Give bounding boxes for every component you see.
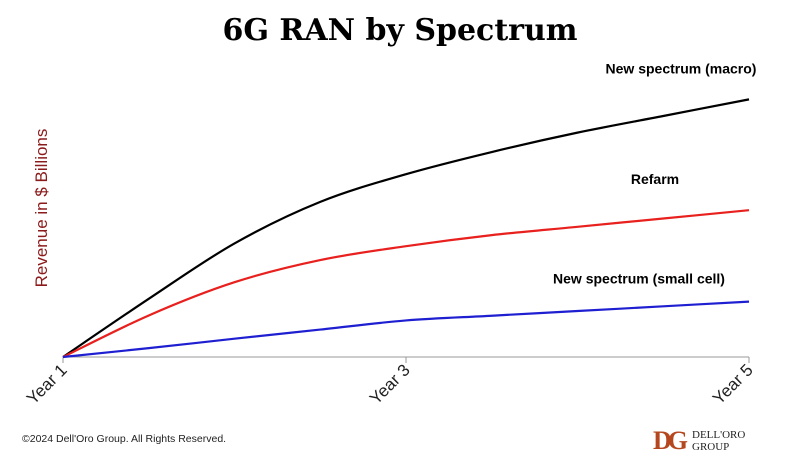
chart-title: 6G RAN by Spectrum bbox=[222, 13, 577, 48]
series-label: New spectrum (macro) bbox=[606, 60, 757, 76]
x-tick-label: Year 3 bbox=[366, 360, 414, 408]
x-tick-label: Year 1 bbox=[23, 360, 71, 408]
series-line bbox=[62, 300, 750, 359]
y-axis-label: Revenue in $ Billions bbox=[32, 129, 51, 288]
series-line bbox=[62, 98, 750, 358]
copyright-text: ©2024 Dell'Oro Group. All Rights Reserve… bbox=[22, 433, 227, 445]
logo-wordmark: DELL'ORO GROUP bbox=[692, 429, 745, 453]
logo-line-2: GROUP bbox=[692, 441, 730, 453]
logo-line-1: DELL'ORO bbox=[692, 429, 746, 441]
series-lines bbox=[62, 98, 750, 359]
series-line bbox=[62, 209, 750, 358]
x-axis-ticks: Year 1 Year 3 Year 5 bbox=[23, 357, 757, 408]
dell-oro-logo: DG DELL'ORO GROUP bbox=[653, 426, 745, 456]
x-tick-label: Year 5 bbox=[709, 360, 757, 408]
logo-mark: DG bbox=[653, 426, 688, 455]
series-label: Refarm bbox=[631, 171, 679, 187]
series-label: New spectrum (small cell) bbox=[553, 271, 725, 287]
series-labels: New spectrum (macro) Refarm New spectrum (… bbox=[553, 60, 756, 286]
